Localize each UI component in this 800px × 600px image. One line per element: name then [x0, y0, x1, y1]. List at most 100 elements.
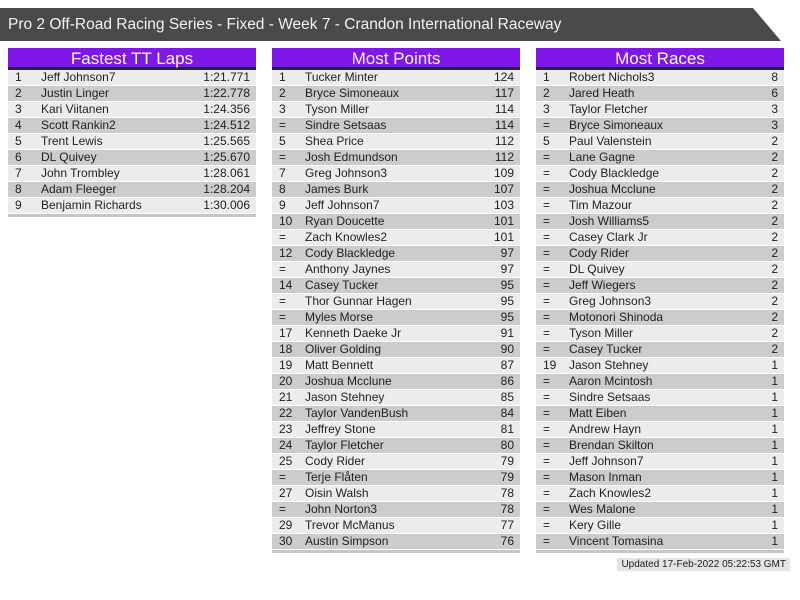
- value-cell: 95: [500, 310, 514, 324]
- name-cell: Benjamin Richards: [41, 198, 142, 212]
- position-cell: 1: [15, 70, 22, 84]
- value-cell: 2: [771, 198, 778, 212]
- name-cell: Josh Williams5: [569, 214, 650, 228]
- table-row: 6 DL Quivey 1:25.670: [8, 150, 256, 165]
- table-row: = Lane Gagne 2: [536, 150, 784, 165]
- name-cell: James Burk: [305, 182, 369, 196]
- name-cell: Bryce Simoneaux: [569, 118, 664, 132]
- name-cell: Mason Inman: [569, 470, 642, 484]
- position-cell: =: [279, 262, 287, 276]
- name-cell: Sindre Setsaas: [569, 390, 651, 404]
- table-row: 9 Benjamin Richards 1:30.006: [8, 198, 256, 213]
- table-row: 22 Taylor VandenBush 84: [272, 406, 520, 421]
- value-cell: 1: [771, 438, 778, 452]
- name-cell: Casey Clark Jr: [569, 230, 648, 244]
- name-cell: Tyson Miller: [305, 102, 370, 116]
- value-cell: 80: [500, 438, 514, 452]
- position-cell: 10: [279, 214, 293, 228]
- name-cell: Kari Viitanen: [41, 102, 109, 116]
- value-cell: 2: [771, 310, 778, 324]
- position-cell: =: [543, 166, 551, 180]
- page-title: Pro 2 Off-Road Racing Series - Fixed - W…: [8, 15, 562, 33]
- table-row: = Casey Tucker 2: [536, 342, 784, 357]
- value-cell: 2: [771, 294, 778, 308]
- value-cell: 1: [771, 406, 778, 420]
- name-cell: Thor Gunnar Hagen: [305, 294, 412, 308]
- value-cell: 1:25.565: [203, 134, 250, 148]
- name-cell: Casey Tucker: [569, 342, 643, 356]
- table-row: = Terje Flåten 79: [272, 470, 520, 485]
- value-cell: 77: [500, 518, 514, 532]
- position-cell: 19: [543, 358, 557, 372]
- name-cell: Tucker Minter: [305, 70, 378, 84]
- value-cell: 101: [493, 230, 514, 244]
- value-cell: 2: [771, 342, 778, 356]
- value-cell: 112: [494, 150, 514, 164]
- table-row: = Josh Williams5 2: [536, 214, 784, 229]
- table-row: 7 Greg Johnson3 109: [272, 166, 520, 181]
- value-cell: 114: [494, 102, 514, 116]
- table-row: 4 Scott Rankin2 1:24.512: [8, 118, 256, 133]
- value-cell: 1:25.670: [203, 150, 250, 164]
- name-cell: Justin Linger: [41, 86, 110, 100]
- value-cell: 2: [771, 262, 778, 276]
- table-row: 1 Tucker Minter 124: [272, 70, 520, 85]
- value-cell: 1:24.512: [203, 118, 250, 132]
- table-row: = Kery Gille 1: [536, 518, 784, 533]
- table-row: 30 Austin Simpson 76: [272, 534, 520, 549]
- value-cell: 2: [771, 326, 778, 340]
- position-cell: =: [543, 278, 551, 292]
- table-row: 9 Jeff Johnson7 103: [272, 198, 520, 213]
- position-cell: 7: [279, 166, 286, 180]
- table-row: = Wes Malone 1: [536, 502, 784, 517]
- position-cell: 20: [279, 374, 293, 388]
- value-cell: 117: [494, 86, 514, 100]
- value-cell: 6: [771, 86, 778, 100]
- table-row: = Thor Gunnar Hagen 95: [272, 294, 520, 309]
- position-cell: 5: [15, 134, 22, 148]
- position-cell: 21: [279, 390, 293, 404]
- position-cell: 5: [279, 134, 286, 148]
- table-row: 8 Adam Fleeger 1:28.204: [8, 182, 256, 197]
- table-row: = Cody Rider 2: [536, 246, 784, 261]
- position-cell: 27: [279, 486, 293, 500]
- position-cell: =: [543, 502, 551, 516]
- value-cell: 103: [493, 198, 514, 212]
- table-row: = Casey Clark Jr 2: [536, 230, 784, 245]
- position-cell: 29: [279, 518, 293, 532]
- name-cell: Austin Simpson: [305, 534, 389, 548]
- value-cell: 1: [771, 518, 778, 532]
- position-cell: =: [543, 262, 551, 276]
- value-cell: 3: [771, 102, 778, 116]
- table-row: = DL Quivey 2: [536, 262, 784, 277]
- table-row: 8 James Burk 107: [272, 182, 520, 197]
- value-cell: 1: [771, 534, 778, 548]
- position-cell: =: [543, 294, 551, 308]
- name-cell: Terje Flåten: [305, 470, 368, 484]
- position-cell: =: [543, 438, 551, 452]
- value-cell: 114: [494, 118, 514, 132]
- name-cell: Cody Rider: [569, 246, 630, 260]
- value-cell: 1:24.356: [203, 102, 250, 116]
- position-cell: =: [543, 518, 551, 532]
- name-cell: Cody Rider: [305, 454, 366, 468]
- position-cell: 30: [279, 534, 293, 548]
- position-cell: 4: [15, 118, 22, 132]
- table-row: = Joshua Mcclune 2: [536, 182, 784, 197]
- position-cell: 14: [279, 278, 293, 292]
- position-cell: 2: [279, 86, 286, 100]
- name-cell: Shea Price: [305, 134, 364, 148]
- position-cell: 1: [543, 70, 550, 84]
- name-cell: Motonori Shinoda: [569, 310, 664, 324]
- table-row: = Motonori Shinoda 2: [536, 310, 784, 325]
- table-row: = Cody Blackledge 2: [536, 166, 784, 181]
- table-row: 10 Ryan Doucette 101: [272, 214, 520, 229]
- value-cell: 2: [771, 182, 778, 196]
- name-cell: Taylor Fletcher: [305, 438, 384, 452]
- name-cell: Taylor VandenBush: [305, 406, 409, 420]
- position-cell: =: [543, 342, 551, 356]
- name-cell: Sindre Setsaas: [305, 118, 387, 132]
- value-cell: 1: [771, 502, 778, 516]
- board-title-most-races: Most Races: [536, 48, 784, 70]
- position-cell: 9: [15, 198, 22, 212]
